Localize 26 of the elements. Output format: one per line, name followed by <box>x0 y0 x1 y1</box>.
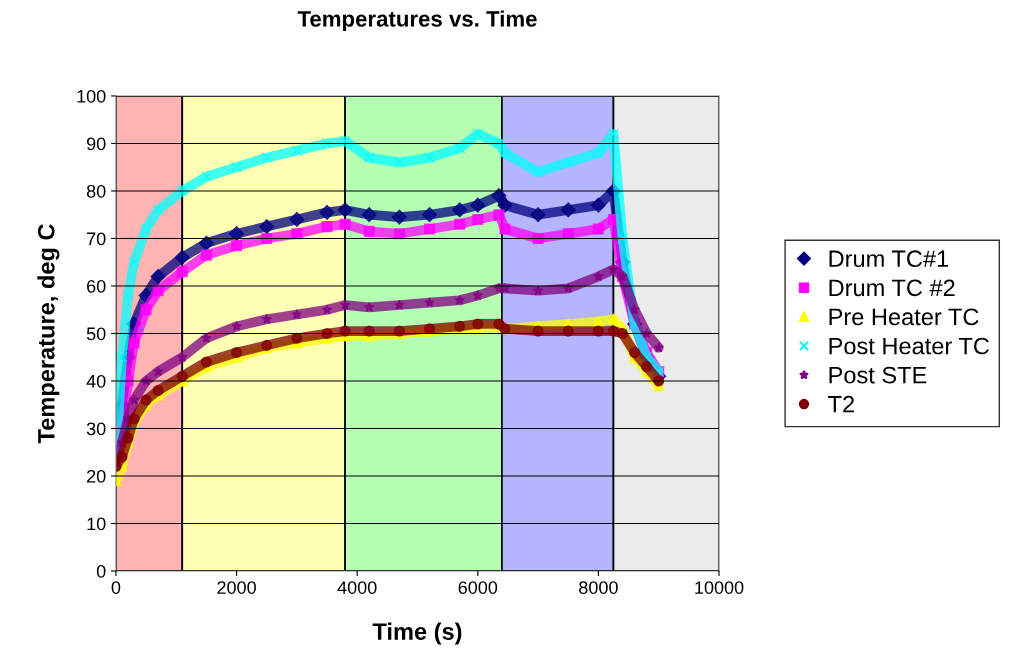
y-tick-label: 70 <box>87 232 106 246</box>
x-tick-label: 6000 <box>458 581 498 595</box>
y-tick-label: 100 <box>77 89 106 103</box>
x-tick-label: 10000 <box>695 581 744 595</box>
x-tick-label: 4000 <box>337 581 377 595</box>
legend-label: Pre Heater TC <box>829 308 979 326</box>
y-tick-label: 30 <box>86 422 106 436</box>
y-tick-label: 0 <box>96 564 106 578</box>
x-axis-title: Time (s) <box>372 622 462 645</box>
legend-label: Post Heater TC <box>829 337 989 355</box>
x-tick-label: 2000 <box>217 581 256 595</box>
legend-label: Drum TC #2 <box>829 279 955 297</box>
legend-label: T2 <box>828 395 854 413</box>
x-tick-label: 0 <box>111 581 121 595</box>
y-tick-label: 90 <box>86 137 106 151</box>
y-tick-label: 50 <box>86 327 106 341</box>
y-tick-label: 40 <box>86 374 106 388</box>
y-tick-label: 60 <box>87 279 106 293</box>
y-tick-label: 10 <box>87 517 106 531</box>
y-tick-label: 20 <box>87 469 106 483</box>
x-tick-label: 8000 <box>579 581 618 595</box>
legend-label: Post STE <box>829 366 927 384</box>
legend-label: Drum TC#1 <box>829 250 949 268</box>
y-axis-title: Temperature, deg C <box>37 224 60 444</box>
y-tick-label: 80 <box>86 184 106 198</box>
chart-title: Temperatures vs. Time <box>297 10 537 32</box>
